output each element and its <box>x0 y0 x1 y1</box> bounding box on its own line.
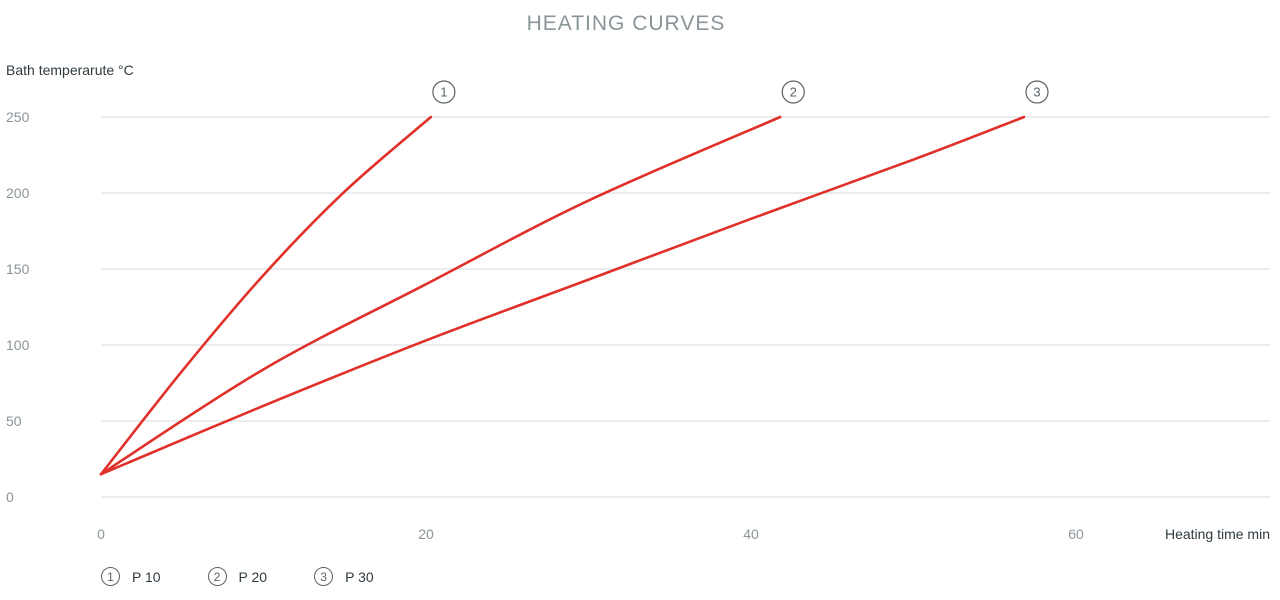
legend-item-p30: 3 P 30 <box>314 567 374 586</box>
y-axis-label: Bath temperarute °C <box>6 62 134 78</box>
legend-marker-1: 1 <box>101 567 120 586</box>
y-tick-label: 150 <box>6 261 30 277</box>
series-marker-label-1: 1 <box>440 85 447 100</box>
legend-label-p20: P 20 <box>238 568 268 585</box>
x-axis-label: Heating time min <box>1165 526 1270 542</box>
y-tick-label: 250 <box>6 109 30 125</box>
legend-label-p10: P 10 <box>132 568 161 585</box>
y-tick-label: 100 <box>6 337 30 353</box>
y-tick-label: 50 <box>6 413 22 429</box>
x-tick-label: 60 <box>1068 526 1084 542</box>
legend-label-p30: P 30 <box>345 568 374 585</box>
x-tick-label: 20 <box>418 526 434 542</box>
legend-marker-2: 2 <box>207 567 227 586</box>
series-line-1 <box>99 115 433 476</box>
series-marker-label-3: 3 <box>1033 85 1040 100</box>
y-tick-label: 0 <box>6 489 14 505</box>
x-tick-label: 40 <box>743 526 759 542</box>
legend-item-p20: 2 P 20 <box>207 567 268 586</box>
series-line-2 <box>99 115 782 476</box>
x-tick-label: 0 <box>97 526 105 542</box>
legend: 1 P 10 2 P 20 3 P 30 <box>101 567 421 586</box>
y-tick-label: 200 <box>6 185 30 201</box>
legend-item-p10: 1 P 10 <box>101 567 161 586</box>
series-marker-circle-1 <box>432 80 456 104</box>
legend-marker-3: 3 <box>314 567 334 586</box>
series-line-3 <box>99 115 1026 476</box>
series-marker-label-2: 2 <box>790 85 797 100</box>
series-marker-circle-3 <box>1025 80 1049 104</box>
chart-title: HEATING CURVES <box>527 12 726 35</box>
series-marker-circle-2 <box>781 80 805 104</box>
